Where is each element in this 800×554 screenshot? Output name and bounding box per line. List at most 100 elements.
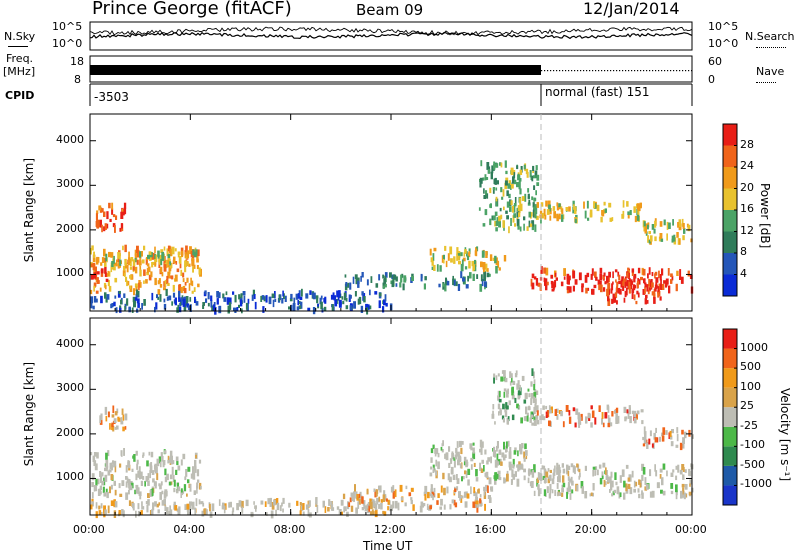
scatter-cell xyxy=(92,305,95,310)
scatter-cell xyxy=(143,299,146,306)
scatter-cell xyxy=(502,418,505,423)
scatter-cell xyxy=(466,255,470,261)
scatter-cell xyxy=(101,472,104,477)
nave-dot xyxy=(691,70,693,72)
scatter-cell xyxy=(124,262,128,269)
colorbar-swatch xyxy=(723,231,737,253)
scatter-cell xyxy=(569,478,572,482)
scatter-cell xyxy=(159,492,162,500)
scatter-cell xyxy=(137,487,140,495)
scatter-cell xyxy=(662,427,666,435)
scatter-cell xyxy=(678,219,682,227)
scatter-cell xyxy=(518,405,521,410)
scatter-cell xyxy=(349,305,353,310)
scatter-cell xyxy=(100,262,103,266)
scatter-cell xyxy=(517,225,520,230)
scatter-cell xyxy=(137,510,141,517)
scatter-cell xyxy=(164,280,167,287)
scatter-cell xyxy=(531,175,534,182)
scatter-cell xyxy=(191,280,194,287)
scatter-cell xyxy=(525,450,528,456)
scatter-cell xyxy=(597,279,600,285)
scatter-cell xyxy=(110,252,114,258)
scatter-cell xyxy=(196,254,199,259)
scatter-cell xyxy=(544,278,548,287)
scatter-cell xyxy=(654,236,657,242)
scatter-cell xyxy=(620,281,623,288)
scatter-cell xyxy=(91,501,94,507)
scatter-cell xyxy=(543,489,547,497)
nave-dot xyxy=(580,70,582,72)
scatter-cell xyxy=(117,291,121,298)
scatter-cell xyxy=(274,298,277,302)
scatter-cell xyxy=(384,495,387,501)
scatter-cell xyxy=(323,306,327,312)
scatter-cell xyxy=(251,294,254,301)
scatter-cell xyxy=(540,217,542,224)
scatter-cell xyxy=(104,284,107,290)
scatter-cell xyxy=(467,252,471,258)
scatter-cell xyxy=(504,454,507,458)
scatter-cell xyxy=(586,272,590,278)
scatter-cell xyxy=(619,475,622,483)
scatter-cell xyxy=(496,461,500,466)
scatter-cell xyxy=(363,296,366,303)
scatter-cell xyxy=(523,451,525,459)
scatter-cell xyxy=(578,475,581,480)
scatter-cell xyxy=(124,306,126,312)
scatter-cell xyxy=(174,505,178,511)
scatter-cell xyxy=(338,290,341,298)
power-scatter xyxy=(90,160,694,315)
scatter-cell xyxy=(540,202,544,207)
scatter-cell xyxy=(558,203,561,208)
scatter-cell xyxy=(568,275,571,281)
scatter-cell xyxy=(357,298,360,305)
scatter-cell xyxy=(479,467,481,471)
scatter-cell xyxy=(461,476,465,480)
scatter-cell xyxy=(163,264,167,272)
scatter-cell xyxy=(312,292,316,300)
scatter-cell xyxy=(452,278,454,286)
scatter-cell xyxy=(167,282,170,286)
scatter-cell xyxy=(531,422,535,426)
scatter-cell xyxy=(187,261,189,266)
scatter-cell xyxy=(635,300,638,305)
scatter-cell xyxy=(556,205,559,211)
scatter-cell xyxy=(160,461,162,468)
scatter-cell xyxy=(296,306,300,311)
scatter-cell xyxy=(519,384,521,392)
scatter-cell xyxy=(300,503,304,511)
scatter-cell xyxy=(649,491,653,498)
scatter-cell xyxy=(496,473,499,480)
scatter-cell xyxy=(495,265,498,274)
scatter-cell xyxy=(603,479,606,487)
scatter-cell xyxy=(561,214,564,222)
scatter-cell xyxy=(127,280,130,286)
scatter-cell xyxy=(519,226,522,232)
scatter-cell xyxy=(267,498,271,505)
scatter-cell xyxy=(675,475,678,481)
scatter-cell xyxy=(667,268,670,276)
scatter-cell xyxy=(149,470,151,479)
scatter-cell xyxy=(298,300,301,305)
scatter-cell xyxy=(688,429,691,437)
scatter-cell xyxy=(509,381,512,386)
scatter-cell xyxy=(511,376,513,383)
scatter-cell xyxy=(384,275,386,281)
scatter-cell xyxy=(353,301,356,309)
scatter-cell xyxy=(510,182,512,190)
scatter-cell xyxy=(566,273,570,280)
scatter-cell xyxy=(135,484,139,489)
scatter-cell xyxy=(135,450,138,456)
scatter-cell xyxy=(623,406,627,413)
scatter-cell xyxy=(345,305,349,310)
scatter-cell xyxy=(198,267,201,275)
scatter-cell xyxy=(462,278,465,282)
scatter-cell xyxy=(481,459,484,464)
colorbar-tick-label: 1000 xyxy=(740,340,768,354)
scatter-cell xyxy=(492,448,494,452)
scatter-cell xyxy=(471,260,475,267)
scatter-cell xyxy=(658,283,662,289)
scatter-cell xyxy=(638,204,641,212)
scatter-cell xyxy=(481,279,484,287)
